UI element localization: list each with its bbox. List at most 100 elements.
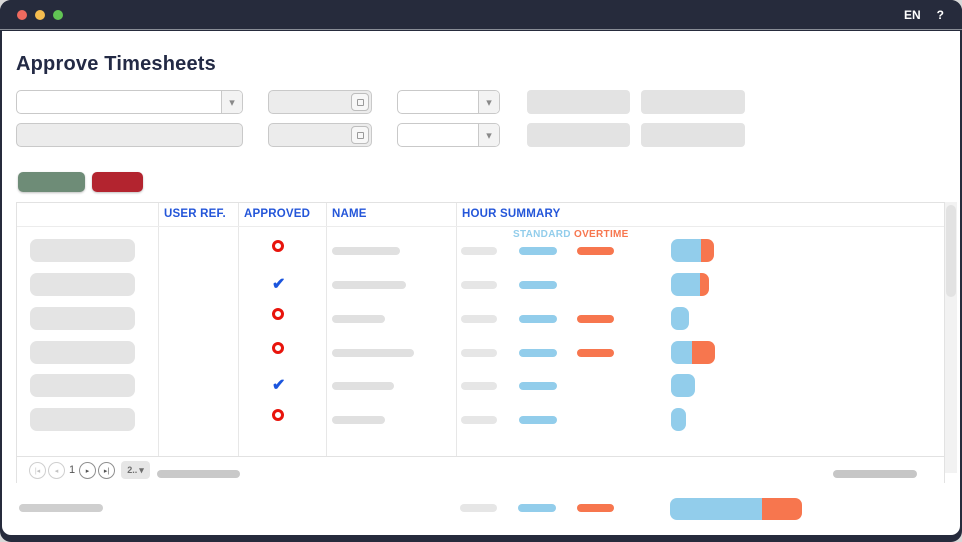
table-row	[17, 408, 944, 431]
filter-date-input-2[interactable]	[268, 123, 372, 147]
column-header-name: NAME	[332, 208, 367, 220]
name-placeholder	[332, 382, 394, 390]
hours-placeholder-pill	[461, 382, 497, 390]
filter-placeholder-3	[527, 123, 630, 147]
footer-overtime-bar-segment	[762, 498, 802, 520]
next-page-button[interactable]: ▸	[79, 462, 96, 479]
hours-placeholder-pill	[461, 349, 497, 357]
employee-placeholder	[30, 239, 135, 262]
column-header-approved: APPROVED	[244, 208, 311, 220]
not-approved-icon[interactable]	[272, 342, 284, 354]
table-row: ✔	[17, 374, 944, 397]
filter-dropdown-3[interactable]: ▾	[397, 123, 500, 147]
approved-check-icon[interactable]: ✔	[272, 276, 286, 293]
last-page-button[interactable]: ▸|	[98, 462, 115, 479]
filter-placeholder-1	[527, 90, 630, 114]
language-selector[interactable]: EN	[903, 7, 921, 22]
standard-hours-pill	[519, 281, 557, 289]
timesheets-table: USER REF. APPROVED NAME HOUR SUMMARY STA…	[16, 202, 945, 483]
employee-placeholder	[30, 374, 135, 397]
not-approved-icon[interactable]	[272, 308, 284, 320]
hours-placeholder-pill	[461, 315, 497, 323]
hours-placeholder-pill	[461, 416, 497, 424]
hours-bar	[671, 341, 715, 364]
overtime-bar-segment	[701, 239, 714, 262]
close-window-icon[interactable]	[17, 9, 27, 20]
chevron-down-icon: ▾	[221, 91, 242, 113]
hours-bar	[671, 374, 695, 397]
previous-page-button[interactable]: ◂	[48, 462, 65, 479]
hours-placeholder-pill	[461, 281, 497, 289]
standard-hours-pill	[519, 315, 557, 323]
column-header-hour-summary: HOUR SUMMARY	[462, 208, 561, 220]
standard-bar-segment	[671, 341, 692, 364]
hours-bar	[671, 239, 714, 262]
not-approved-icon[interactable]	[272, 409, 284, 421]
hours-placeholder-pill	[461, 247, 497, 255]
footer-standard-bar-segment	[670, 498, 762, 520]
first-page-button[interactable]: |◂	[29, 462, 46, 479]
legend-standard: STANDARD	[513, 229, 571, 240]
pagination-bar: |◂ ◂ 1 ▸ ▸| 2.. ▾	[17, 456, 944, 483]
approved-check-icon[interactable]: ✔	[272, 377, 286, 394]
filter-date-input-1[interactable]	[268, 90, 372, 114]
date-picker-icon[interactable]	[351, 93, 369, 111]
overtime-bar-segment	[700, 273, 709, 296]
standard-bar-segment	[671, 408, 686, 431]
page-size-dropdown[interactable]: 2.. ▾	[121, 461, 150, 479]
name-placeholder	[332, 349, 414, 357]
footer-total-hours-bar	[670, 498, 802, 520]
standard-bar-segment	[671, 273, 700, 296]
date-picker-icon[interactable]	[351, 126, 369, 144]
hours-bar	[671, 408, 686, 431]
employee-placeholder	[30, 273, 135, 296]
chevron-down-icon: ▾	[139, 464, 144, 475]
employee-placeholder	[30, 341, 135, 364]
minimize-window-icon[interactable]	[35, 9, 45, 20]
page-title: Approve Timesheets	[16, 53, 216, 75]
chevron-down-icon: ▾	[478, 124, 499, 146]
help-button[interactable]: ?	[936, 7, 944, 22]
employee-placeholder	[30, 408, 135, 431]
not-approved-icon[interactable]	[272, 240, 284, 252]
filter-text-input[interactable]	[16, 123, 243, 147]
filter-dropdown-2[interactable]: ▾	[397, 90, 500, 114]
vertical-scrollbar-thumb[interactable]	[946, 205, 956, 297]
table-row: ✔	[17, 273, 944, 296]
footer-total-placeholder	[460, 504, 497, 512]
approve-button[interactable]	[18, 172, 85, 192]
employee-placeholder	[30, 307, 135, 330]
footer-standard-total-pill	[518, 504, 556, 512]
name-placeholder	[332, 247, 400, 255]
table-row	[17, 341, 944, 364]
overtime-bar-segment	[692, 341, 715, 364]
table-row	[17, 307, 944, 330]
standard-hours-pill	[519, 416, 557, 424]
hour-summary-scrollbar-thumb[interactable]	[833, 470, 917, 478]
hours-bar	[671, 273, 709, 296]
standard-bar-segment	[671, 307, 689, 330]
column-header-user-ref: USER REF.	[164, 208, 226, 220]
page-content: Approve Timesheets ▾ ▾ ▾	[2, 31, 960, 535]
name-placeholder	[332, 281, 406, 289]
standard-bar-segment	[671, 374, 695, 397]
standard-hours-pill	[519, 349, 557, 357]
filter-placeholder-2	[641, 90, 745, 114]
chevron-down-icon: ▾	[478, 91, 499, 113]
footer-total-label-placeholder	[19, 504, 103, 512]
legend-overtime: OVERTIME	[574, 229, 629, 240]
zoom-window-icon[interactable]	[53, 9, 63, 20]
overtime-hours-pill	[577, 349, 614, 357]
hours-bar	[671, 307, 689, 330]
current-page-label: 1	[69, 464, 76, 476]
table-body: ✔ ✔	[17, 203, 944, 456]
filter-placeholder-4	[641, 123, 745, 147]
overtime-hours-pill	[577, 315, 614, 323]
horizontal-scrollbar-thumb[interactable]	[157, 470, 240, 478]
standard-hours-pill	[519, 247, 557, 255]
reject-button[interactable]	[92, 172, 143, 192]
standard-bar-segment	[671, 239, 701, 262]
name-placeholder	[332, 416, 385, 424]
filter-dropdown-1[interactable]: ▾	[16, 90, 243, 114]
